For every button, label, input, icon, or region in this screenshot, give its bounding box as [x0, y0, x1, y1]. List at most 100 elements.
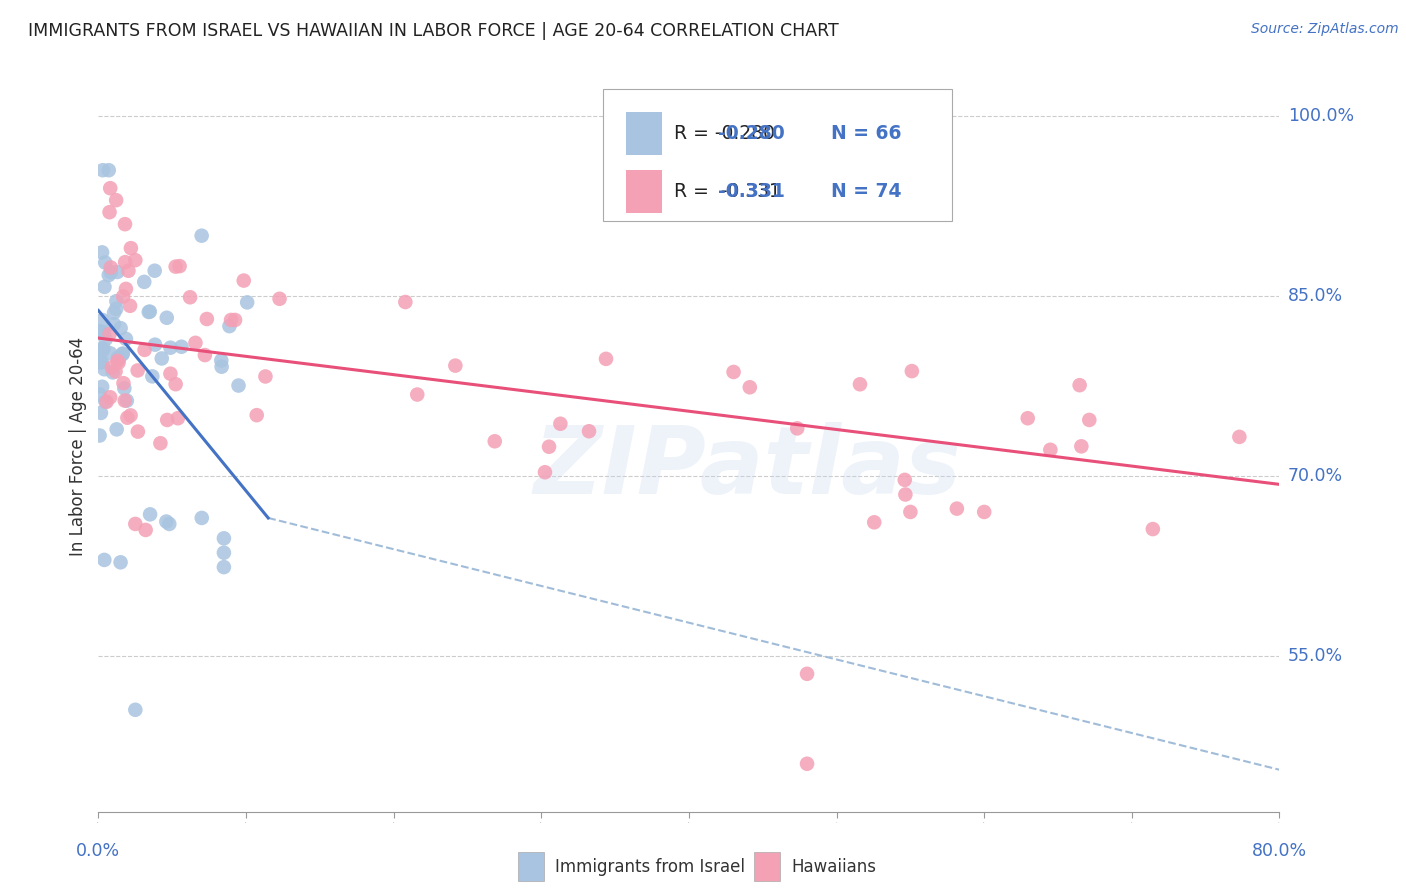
- Point: [218, 319, 240, 334]
- Point: [169, 259, 191, 273]
- Point: [93, 553, 115, 567]
- Point: [105, 193, 128, 207]
- Point: [156, 310, 179, 325]
- Point: [105, 422, 128, 436]
- Text: -0.331: -0.331: [718, 182, 786, 201]
- FancyBboxPatch shape: [603, 89, 952, 221]
- Point: [89, 351, 111, 366]
- Point: [394, 295, 416, 310]
- Point: [139, 508, 162, 522]
- Text: ZIPatlas: ZIPatlas: [534, 422, 962, 514]
- Point: [90, 355, 112, 369]
- Point: [120, 241, 142, 255]
- Point: [141, 369, 163, 384]
- Point: [578, 424, 600, 438]
- Point: [111, 346, 134, 360]
- Y-axis label: In Labor Force | Age 20-64: In Labor Force | Age 20-64: [69, 336, 87, 556]
- Text: R = -0.280: R = -0.280: [673, 124, 775, 143]
- Point: [796, 666, 818, 681]
- Point: [124, 516, 146, 531]
- Point: [149, 436, 172, 450]
- Point: [91, 325, 114, 339]
- Point: [786, 421, 808, 435]
- Point: [1069, 378, 1091, 392]
- Point: [893, 473, 915, 487]
- Point: [156, 413, 179, 427]
- Point: [93, 280, 115, 294]
- Point: [93, 362, 115, 376]
- Point: [117, 264, 139, 278]
- Point: [103, 317, 125, 331]
- Point: [93, 342, 115, 356]
- Text: 55.0%: 55.0%: [1288, 647, 1343, 665]
- Point: [212, 546, 235, 560]
- Point: [107, 353, 129, 368]
- Point: [796, 756, 818, 771]
- Point: [537, 440, 560, 454]
- Point: [211, 359, 233, 374]
- Point: [127, 363, 149, 377]
- Point: [595, 351, 617, 366]
- Point: [1039, 442, 1062, 457]
- Point: [124, 253, 146, 268]
- Point: [115, 282, 138, 296]
- Point: [901, 364, 924, 378]
- Point: [93, 326, 115, 340]
- FancyBboxPatch shape: [626, 112, 662, 155]
- Point: [179, 290, 201, 304]
- Point: [98, 390, 121, 404]
- Point: [104, 364, 127, 378]
- Point: [90, 342, 112, 356]
- Point: [90, 355, 112, 369]
- Point: [550, 417, 572, 431]
- Point: [190, 228, 212, 243]
- Point: [100, 260, 122, 275]
- Point: [105, 301, 128, 316]
- Point: [1078, 413, 1101, 427]
- Point: [100, 265, 122, 279]
- Point: [91, 313, 114, 327]
- Point: [107, 356, 129, 370]
- Point: [98, 181, 121, 195]
- Point: [115, 332, 138, 346]
- Point: [254, 369, 277, 384]
- FancyBboxPatch shape: [517, 852, 544, 881]
- Point: [98, 205, 121, 219]
- Point: [444, 359, 467, 373]
- Point: [139, 304, 162, 318]
- Point: [165, 260, 187, 274]
- Point: [150, 351, 173, 366]
- Point: [97, 268, 120, 282]
- Point: [723, 365, 745, 379]
- Point: [90, 406, 112, 420]
- Point: [165, 377, 187, 392]
- Text: N = 74: N = 74: [831, 182, 901, 201]
- Point: [406, 387, 429, 401]
- Point: [114, 393, 136, 408]
- Point: [91, 163, 114, 178]
- Point: [484, 434, 506, 449]
- Point: [170, 340, 193, 354]
- Text: Source: ZipAtlas.com: Source: ZipAtlas.com: [1251, 22, 1399, 37]
- Point: [105, 294, 128, 309]
- Point: [946, 501, 969, 516]
- Point: [1070, 439, 1092, 453]
- Point: [900, 505, 922, 519]
- Point: [212, 532, 235, 546]
- Point: [159, 341, 181, 355]
- Point: [114, 217, 136, 231]
- Text: Hawaiians: Hawaiians: [792, 857, 877, 876]
- Point: [155, 515, 177, 529]
- FancyBboxPatch shape: [754, 852, 780, 881]
- Point: [101, 360, 124, 375]
- Point: [112, 381, 135, 395]
- Point: [103, 306, 125, 320]
- Point: [134, 343, 156, 357]
- Point: [124, 703, 146, 717]
- Point: [157, 516, 180, 531]
- Point: [194, 348, 217, 362]
- Point: [127, 425, 149, 439]
- Point: [534, 465, 557, 479]
- Point: [110, 555, 132, 569]
- Point: [167, 411, 190, 425]
